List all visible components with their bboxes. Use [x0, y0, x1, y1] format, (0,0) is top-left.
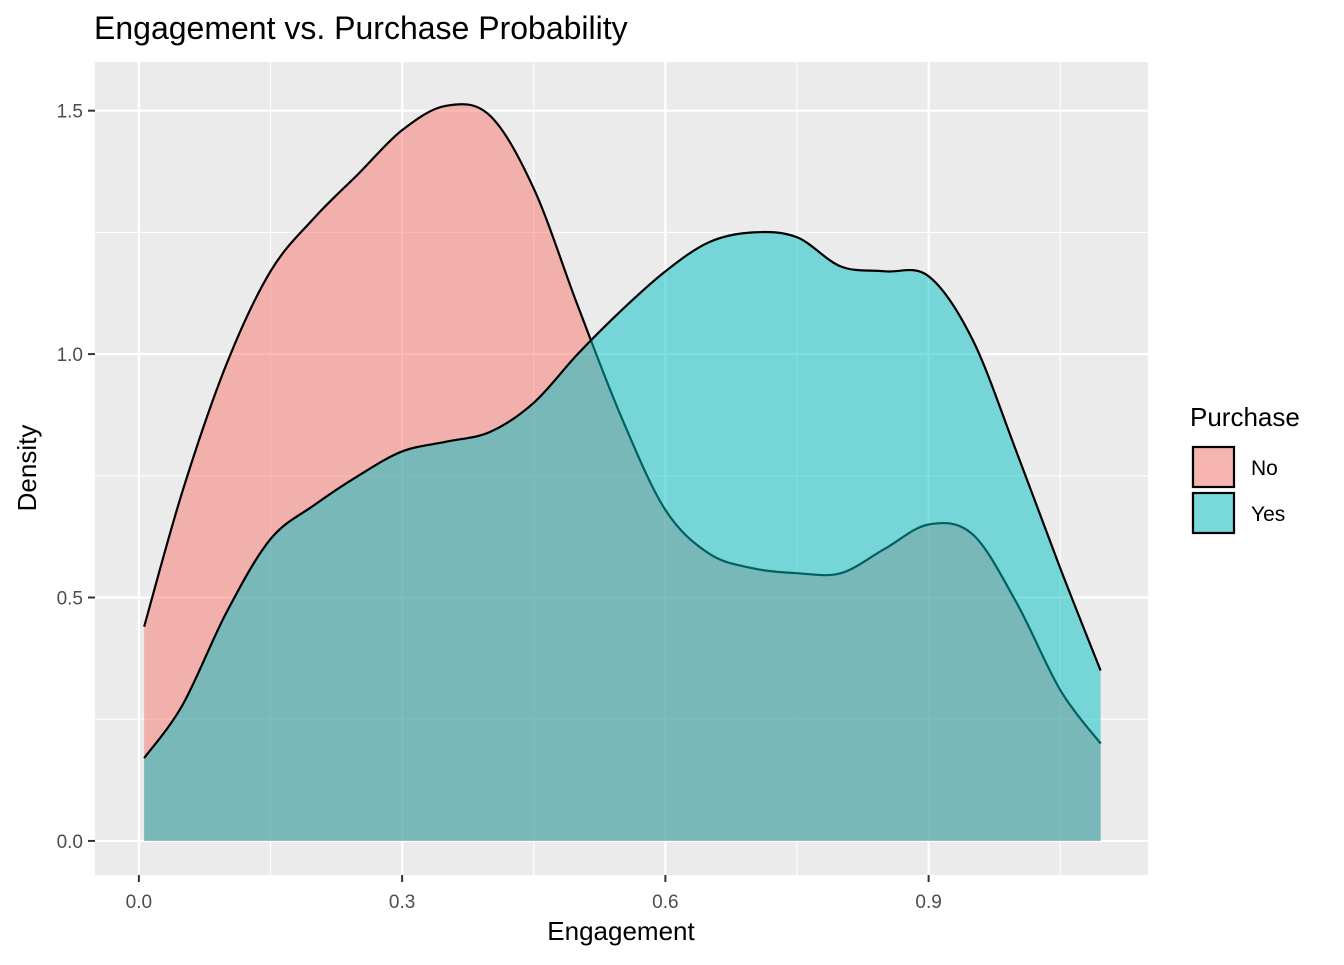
y-axis-title: Density	[12, 425, 42, 512]
y-axis: 0.0 0.5 1.0 1.5	[57, 102, 95, 853]
density-series-yes	[143, 230, 1102, 841]
x-tick-label: 0.3	[389, 892, 415, 913]
y-tick-label: 1.0	[57, 345, 83, 366]
legend: Purchase No Yes	[1190, 402, 1300, 535]
x-tick-label: 0.0	[126, 892, 152, 913]
y-tick-label: 1.5	[57, 102, 83, 123]
y-tick-label: 0.5	[57, 589, 83, 610]
legend-swatch-yes	[1191, 491, 1236, 535]
legend-label-no: No	[1251, 457, 1278, 480]
density-fill-yes	[144, 232, 1101, 841]
x-axis-title: Engagement	[547, 916, 695, 946]
legend-label-yes: Yes	[1251, 503, 1285, 526]
legend-title: Purchase	[1190, 402, 1300, 432]
density-areas	[143, 103, 1102, 841]
x-tick-label: 0.9	[915, 892, 941, 913]
x-tick-label: 0.6	[652, 892, 678, 913]
chart-title: Engagement vs. Purchase Probability	[94, 10, 628, 46]
legend-item-no: No	[1191, 445, 1278, 489]
x-axis: 0.0 0.3 0.6 0.9	[126, 875, 942, 913]
legend-items: No Yes	[1191, 445, 1285, 535]
legend-item-yes: Yes	[1191, 491, 1285, 535]
density-line-yes	[143, 230, 1102, 759]
y-tick-label: 0.0	[57, 832, 83, 853]
legend-swatch-no	[1191, 445, 1236, 489]
